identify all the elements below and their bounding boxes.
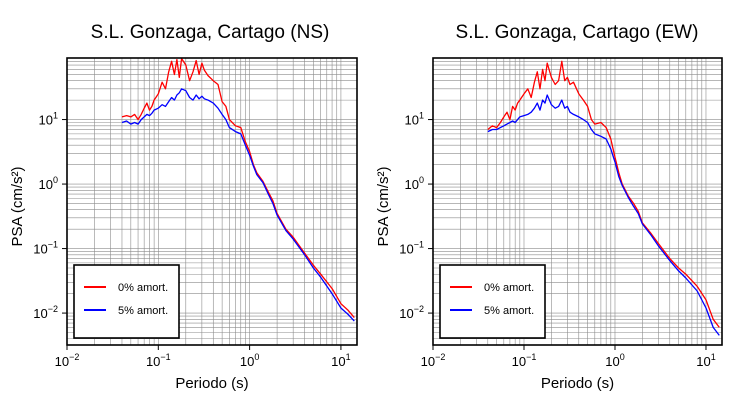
x-tick-base: 10 [512, 354, 526, 369]
y-tick-exponent: −1 [414, 240, 424, 250]
x-tick-base: 10 [240, 354, 254, 369]
x-tick-label: 101 [696, 352, 715, 369]
y-tick-label: 10−2 [399, 304, 424, 321]
y-tick-exponent: −1 [48, 240, 58, 250]
y-tick-exponent: 0 [53, 175, 58, 185]
y-tick-label: 101 [39, 111, 58, 128]
y-tick-label: 10−1 [33, 240, 58, 257]
series-line-damping-0 [487, 60, 720, 328]
y-tick-base: 10 [405, 177, 419, 192]
x-tick-base: 10 [331, 354, 345, 369]
y-axis-label: PSA (cm/s²) [375, 166, 392, 246]
y-tick-base: 10 [39, 177, 53, 192]
chart-panel-ew: S.L. Gonzaga, Cartago (EW)10−2 10−1 100 101… [375, 22, 723, 392]
x-tick-label: 100 [240, 352, 259, 369]
y-tick-label: 10−2 [33, 304, 58, 321]
y-tick-base: 10 [399, 242, 413, 257]
x-tick-exponent: −2 [69, 352, 79, 362]
y-tick-exponent: 0 [419, 175, 424, 185]
x-tick-exponent: −2 [435, 352, 445, 362]
y-tick-label: 101 [405, 111, 424, 128]
x-tick-base: 10 [146, 354, 160, 369]
x-tick-exponent: 1 [711, 352, 716, 362]
x-tick-label: 10−2 [421, 352, 446, 369]
grid [66, 57, 357, 345]
legend: 0% amort. 5% amort. [439, 264, 546, 339]
x-tick-exponent: 0 [254, 352, 259, 362]
x-tick-exponent: −1 [160, 352, 170, 362]
x-tick-label: 101 [331, 352, 350, 369]
x-tick-exponent: −1 [526, 352, 536, 362]
x-tick-label: 10−1 [512, 352, 537, 369]
x-axis-label: Periodo (s) [541, 375, 614, 392]
chart-panel-ns: S.L. Gonzaga, Cartago (NS)10−2 10−1 100 101… [9, 22, 358, 392]
x-axis-label: Periodo (s) [175, 375, 248, 392]
series-line-damping-0 [121, 57, 355, 319]
legend-label: 5% amort. [118, 305, 168, 317]
y-tick-base: 10 [33, 242, 47, 257]
x-tick-exponent: 1 [346, 352, 351, 362]
y-tick-base: 10 [39, 113, 53, 128]
y-axis-label: PSA (cm/s²) [9, 166, 26, 246]
y-tick-exponent: 1 [419, 111, 424, 121]
x-tick-base: 10 [55, 354, 69, 369]
x-tick-base: 10 [605, 354, 619, 369]
x-tick-base: 10 [421, 354, 435, 369]
y-tick-base: 10 [405, 113, 419, 128]
series-line-damping-5 [487, 94, 720, 336]
legend: 0% amort. 5% amort. [73, 264, 180, 339]
plot-frame [66, 57, 358, 346]
x-tick-exponent: 0 [620, 352, 625, 362]
y-tick-exponent: −2 [48, 304, 58, 314]
legend-box [439, 264, 546, 339]
y-tick-label: 10−1 [399, 240, 424, 257]
legend-label: 5% amort. [484, 305, 534, 317]
y-tick-exponent: −2 [414, 304, 424, 314]
chart-title: S.L. Gonzaga, Cartago (NS) [91, 22, 330, 43]
x-tick-base: 10 [696, 354, 710, 369]
plot-frame [432, 57, 723, 346]
legend-label: 0% amort. [484, 282, 534, 294]
y-tick-label: 100 [39, 175, 58, 192]
y-tick-base: 10 [399, 306, 413, 321]
y-tick-exponent: 1 [53, 111, 58, 121]
x-tick-label: 100 [605, 352, 624, 369]
chart-title: S.L. Gonzaga, Cartago (EW) [456, 22, 699, 43]
legend-label: 0% amort. [118, 282, 168, 294]
x-tick-label: 10−2 [55, 352, 80, 369]
legend-box [73, 264, 180, 339]
series-line-damping-5 [121, 88, 355, 322]
x-tick-label: 10−1 [146, 352, 171, 369]
y-tick-base: 10 [33, 306, 47, 321]
y-tick-label: 100 [405, 175, 424, 192]
